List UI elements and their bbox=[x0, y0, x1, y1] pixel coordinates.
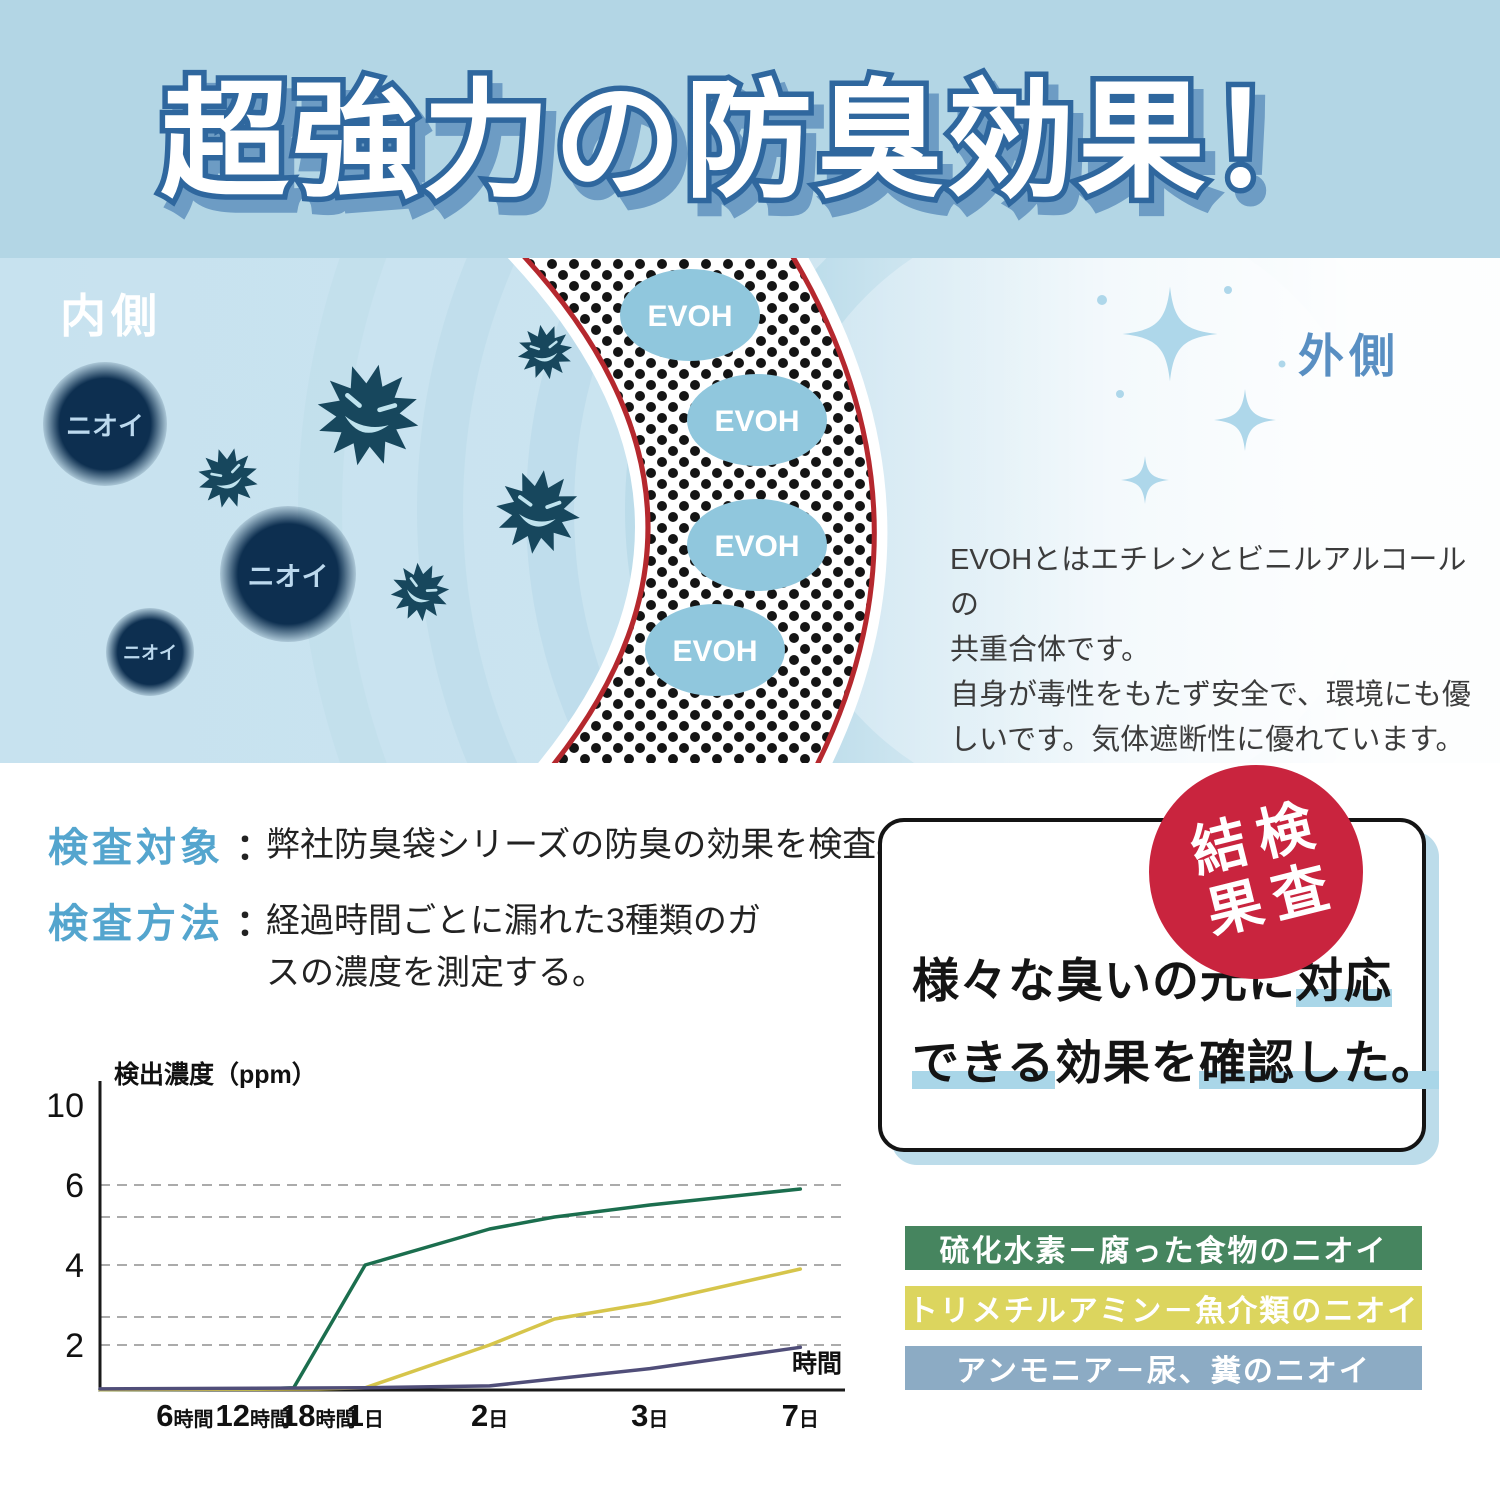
inspection-method-label: 検査方法 bbox=[48, 902, 224, 946]
evoh-bubble: EVOH bbox=[687, 374, 827, 466]
result-statement-line1: 様々な臭いの元に対応 bbox=[912, 954, 1392, 1007]
page-title-text: 超強力の防臭効果！ bbox=[155, 64, 1342, 218]
highlighted-text: できる bbox=[912, 1036, 1056, 1089]
odor-label: ニオイ bbox=[247, 561, 329, 592]
evoh-bubble-label: EVOH bbox=[714, 530, 799, 563]
evoh-bubble: EVOH bbox=[687, 499, 827, 591]
x-tick-label: 2日 bbox=[471, 1398, 508, 1433]
y-tick-label: 2 bbox=[65, 1327, 84, 1365]
x-axis-label: 時間 bbox=[792, 1349, 842, 1378]
legend-item-hydrogen-sulfide: 硫化水素－腐った食物のニオイ bbox=[905, 1226, 1422, 1270]
inside-label: 内側 bbox=[60, 290, 162, 342]
result-statement-line2: できる効果を確認した。 bbox=[912, 1036, 1440, 1089]
y-axis-label: 検出濃度（ppm） bbox=[114, 1060, 317, 1089]
evoh-bubble-label: EVOH bbox=[672, 635, 757, 668]
inspection-subject-label: 検査対象 bbox=[48, 826, 224, 870]
sparkle-icon bbox=[1121, 456, 1169, 504]
test-report-section: 検査対象 ： 弊社防臭袋シリーズの防臭の効果を検査。 検査方法 ： 経過時間ごと… bbox=[0, 763, 1500, 1500]
odor-particle: ニオイ bbox=[43, 362, 167, 486]
y-tick-label: 6 bbox=[65, 1167, 84, 1205]
result-badge: 検査 結果 bbox=[1149, 765, 1363, 979]
x-tick-label: 3日 bbox=[631, 1398, 668, 1433]
evoh-description-line: EVOHとはエチレンとビニルアルコールの bbox=[950, 544, 1467, 621]
colon: ： bbox=[236, 826, 273, 867]
sparkle-icon bbox=[1122, 286, 1218, 382]
evoh-barrier-layer: EVOH EVOH EVOH EVOH bbox=[507, 258, 888, 763]
evoh-bubble: EVOH bbox=[645, 604, 785, 696]
barrier-red-line bbox=[522, 258, 651, 763]
x-tick-label: 12時間 bbox=[215, 1398, 289, 1433]
y-tick-label: 4 bbox=[65, 1247, 84, 1285]
x-tick-label: 6時間 bbox=[156, 1398, 213, 1433]
evoh-description-line: 自身が毒性をもたず安全で、環境にも優 bbox=[950, 679, 1471, 711]
barrier-illustration: 内側 外側 ニオイ ニオイ ニオイ bbox=[0, 258, 1500, 763]
barrier-red-line bbox=[790, 258, 877, 763]
odor-particle: ニオイ bbox=[220, 506, 356, 642]
outside-label: 外側 bbox=[1298, 330, 1400, 382]
chart-legend: 硫化水素－腐った食物のニオイ トリメチルアミン－魚介類のニオイ アンモニア－尿、… bbox=[905, 1226, 1422, 1390]
page-title-shadow: 超強力の防臭効果！ bbox=[165, 77, 1352, 231]
evoh-description-line: 共重合体です。 bbox=[950, 634, 1151, 666]
page-title: 超強力の防臭効果！ 超強力の防臭効果！ bbox=[155, 37, 1352, 231]
x-tick-label: 7日 bbox=[782, 1398, 819, 1433]
result-statement: 様々な臭いの元に対応 できる効果を確認した。 bbox=[912, 940, 1440, 1104]
sparkle-icons bbox=[1097, 286, 1286, 504]
germ-icon bbox=[317, 364, 419, 466]
germ-icon bbox=[496, 470, 580, 554]
sparkle-icon bbox=[1214, 389, 1276, 451]
germ-icon bbox=[198, 448, 258, 508]
evoh-description: EVOHとはエチレンとビニルアルコールの 共重合体です。 自身が毒性をもたず安全… bbox=[950, 538, 1490, 763]
series-line bbox=[98, 1345, 803, 1391]
highlighted-text: 確認した。 bbox=[1199, 1036, 1440, 1089]
odor-label: ニオイ bbox=[65, 410, 144, 441]
evoh-description-line: しいです。気体遮断性に優れています。 bbox=[950, 724, 1465, 756]
result-badge-text: 検査 結果 bbox=[1177, 795, 1335, 949]
inspection-method-line: スの濃度を測定する。 bbox=[266, 954, 606, 992]
y-tick-label: 10 bbox=[46, 1087, 84, 1125]
evoh-bubble-label: EVOH bbox=[647, 300, 732, 333]
odor-label: ニオイ bbox=[123, 643, 177, 663]
legend-item-trimethylamine: トリメチルアミン－魚介類のニオイ bbox=[905, 1286, 1422, 1330]
inspection-subject-row: 検査対象 ： 弊社防臭袋シリーズの防臭の効果を検査。 bbox=[48, 815, 910, 873]
colon: ： bbox=[236, 902, 273, 943]
inspection-method-text: 経過時間ごとに漏れた3種類のガ スの濃度を測定する。 bbox=[266, 891, 761, 999]
inspection-subject-text: 弊社防臭袋シリーズの防臭の効果を検査。 bbox=[266, 826, 911, 864]
evoh-bubble: EVOH bbox=[620, 269, 760, 361]
inspection-method-line: 経過時間ごとに漏れた3種類のガ bbox=[266, 902, 761, 940]
legend-item-ammonia: アンモニア－尿、糞のニオイ bbox=[905, 1346, 1422, 1390]
inspection-method-row: 検査方法 ： 経過時間ごとに漏れた3種類のガ スの濃度を測定する。 bbox=[48, 891, 761, 999]
x-tick-label: 18時間 bbox=[281, 1398, 355, 1433]
germ-icon bbox=[390, 562, 450, 622]
x-tick-label: 1日 bbox=[347, 1398, 384, 1433]
series-line bbox=[98, 1267, 803, 1392]
banner: 超強力の防臭効果！ 超強力の防臭効果！ bbox=[0, 0, 1500, 258]
odor-particle: ニオイ bbox=[106, 608, 194, 696]
germ-icon bbox=[517, 324, 573, 380]
evoh-bubble-label: EVOH bbox=[714, 405, 799, 438]
